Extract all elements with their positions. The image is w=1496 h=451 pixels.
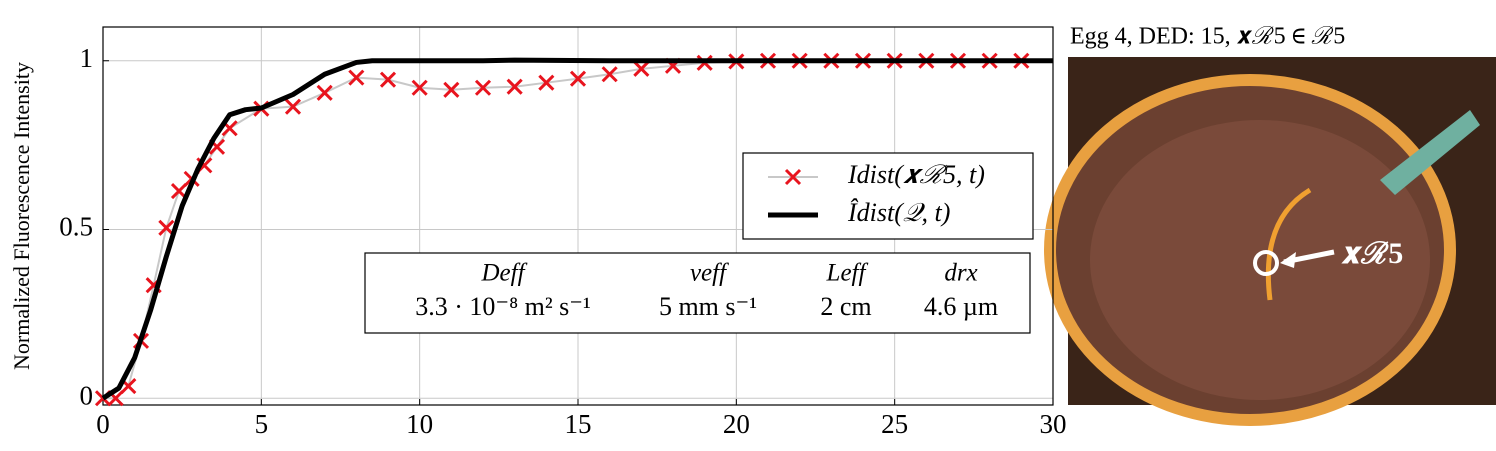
data-marker: [569, 70, 587, 87]
vessel: [1265, 187, 1312, 301]
egg-interior: [1090, 120, 1430, 400]
legend-label: Idist(𝒙ℛ5, t): [847, 160, 985, 189]
data-marker: [474, 79, 492, 96]
data-marker: [284, 98, 302, 115]
data-marker: [443, 81, 460, 98]
y-tick-label: 0: [80, 380, 94, 410]
plot-frame: [102, 26, 1054, 406]
data-marker: [348, 69, 365, 86]
parameter-box: [364, 252, 1031, 334]
parameter-value: 3.3 · 10⁻⁸ m² s⁻¹: [415, 292, 591, 321]
legend-label: Îdist(𝒬, t): [847, 198, 950, 227]
parameter-name: Deff: [480, 260, 527, 287]
x-tick-label: 10: [406, 409, 433, 439]
data-marker: [379, 71, 397, 88]
x-tick-label: 20: [723, 409, 750, 439]
legend-box: [742, 152, 1034, 240]
fit-line: [101, 57, 1053, 401]
photo: 𝒙ℛ5 Egg 4, DED: 15, 𝒙ℛ5 ∈ ℛ5: [1044, 24, 1496, 426]
pointer-arrowhead: [1280, 252, 1296, 268]
x-tick-label: 5: [255, 409, 269, 439]
y-tick-label: 0.5: [59, 212, 93, 242]
x-tick-label: 30: [1040, 409, 1067, 439]
legend-marker: [784, 168, 802, 186]
x-tick-label: 15: [565, 409, 592, 439]
data-marker: [601, 66, 618, 83]
x-tick-label: 25: [881, 409, 908, 439]
data-marker: [170, 182, 188, 200]
y-tick-label: 1: [80, 43, 94, 73]
parameter-value: 2 cm: [820, 292, 871, 321]
x-tick-label: 0: [96, 409, 110, 439]
parameter-value: 4.6 µm: [924, 292, 998, 321]
parameter-name: veff: [690, 260, 729, 287]
data-marker: [506, 78, 523, 95]
data-marker: [316, 84, 333, 101]
data-marker: [411, 79, 428, 96]
data-marker: [158, 219, 175, 236]
location-marker: [1253, 250, 1279, 276]
data-marker: [633, 60, 650, 77]
location-label: 𝒙ℛ5: [1341, 237, 1403, 270]
parameter-name: Leff: [826, 260, 869, 287]
parameter-value: 5 mm s⁻¹: [659, 292, 757, 321]
needle: [1380, 110, 1480, 195]
parameter-name: drx: [944, 260, 977, 287]
y-axis-label: Normalized Fluorescence Intensity: [9, 62, 34, 370]
data-marker: [538, 74, 555, 91]
photo-title: Egg 4, DED: 15, 𝒙ℛ5 ∈ ℛ5: [1070, 24, 1345, 50]
